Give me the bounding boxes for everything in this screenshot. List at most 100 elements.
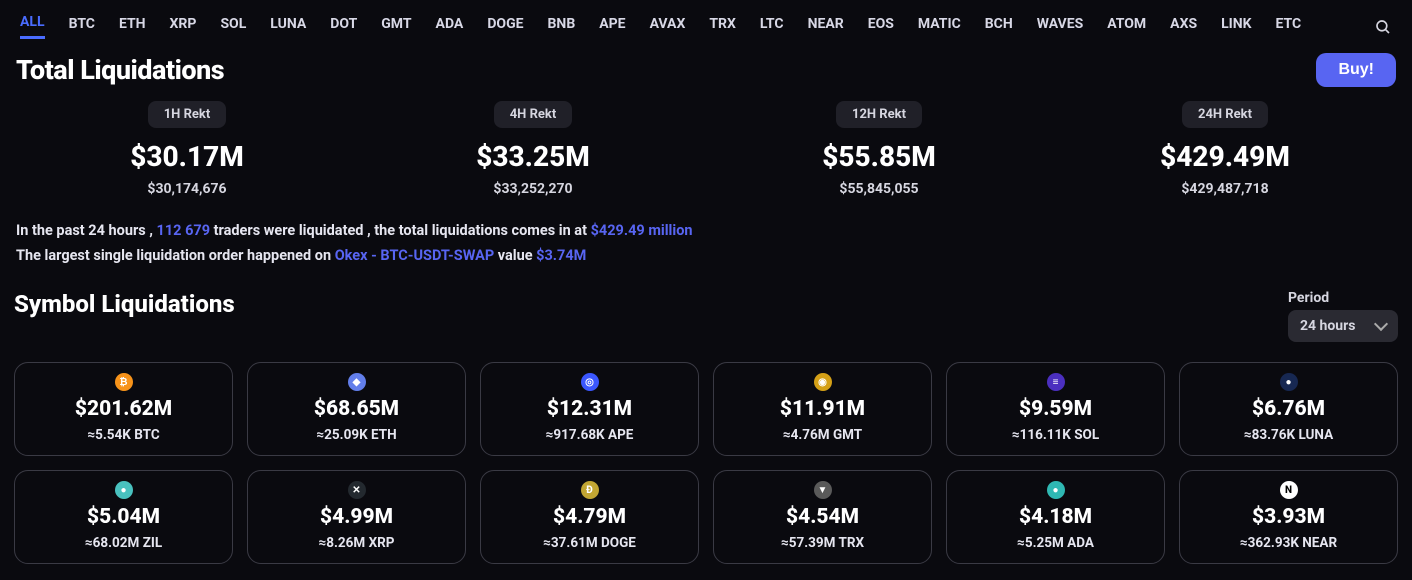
header-row: Total Liquidations Buy! [14, 49, 1398, 97]
luna-icon: ● [1280, 373, 1298, 391]
tab-matic[interactable]: MATIC [918, 16, 961, 38]
rekt-amount: $30.17M [130, 140, 244, 173]
summary-text-c: The largest single liquidation order hap… [16, 247, 335, 264]
summary-total-amount: $429.49 million [591, 222, 693, 239]
symbol-usd: $4.54M [786, 505, 859, 529]
period-value: 24 hours [1300, 318, 1355, 334]
symbol-approx: ≈362.93K NEAR [1240, 535, 1337, 551]
symbol-card-doge[interactable]: Ð $4.79M ≈37.61M DOGE [480, 470, 699, 564]
tab-eth[interactable]: ETH [119, 16, 146, 38]
tab-sol[interactable]: SOL [220, 16, 246, 38]
rekt-amount: $55.85M [822, 140, 936, 173]
symbol-card-near[interactable]: N $3.93M ≈362.93K NEAR [1179, 470, 1398, 564]
symbol-approx: ≈4.76M GMT [783, 427, 862, 443]
symbol-usd: $4.18M [1019, 505, 1092, 529]
symbol-approx: ≈25.09K ETH [316, 427, 396, 443]
symbol-card-zil[interactable]: ● $5.04M ≈68.02M ZIL [14, 470, 233, 564]
tab-axs[interactable]: AXS [1170, 16, 1197, 38]
tab-ada[interactable]: ADA [436, 16, 464, 38]
period-select[interactable]: 24 hours [1288, 310, 1398, 342]
symbol-card-eth[interactable]: ◆$68.65M≈25.09K ETH [247, 362, 466, 456]
symbol-usd: $201.62M [75, 397, 172, 421]
period-label: Period [1288, 290, 1329, 306]
summary-text-a: In the past 24 hours , [16, 222, 157, 239]
ape-icon: ◎ [581, 373, 599, 391]
symbol-card-gmt[interactable]: ◉$11.91M≈4.76M GMT [713, 362, 932, 456]
symbol-usd: $6.76M [1252, 397, 1325, 421]
symbol-cards: ₿ $201.62M ≈5.54K BTC ◆$68.65M≈25.09K ETH ◎ $… [14, 362, 1398, 564]
symbol-card-luna[interactable]: ● $6.76M ≈83.76K LUNA [1179, 362, 1398, 456]
sol-icon: ≡ [1047, 373, 1065, 391]
tab-xrp[interactable]: XRP [170, 16, 197, 38]
symbol-usd: $12.31M [547, 397, 632, 421]
symbol-card-ada[interactable]: ● $4.18M ≈5.25M ADA [946, 470, 1165, 564]
rekt-col-2: 12H Rekt $55.85M $55,845,055 [706, 101, 1052, 197]
summary-text: In the past 24 hours , 112 679 traders w… [14, 215, 1398, 276]
tab-etc[interactable]: ETC [1276, 16, 1302, 38]
near-icon: N [1280, 481, 1298, 499]
symbol-approx: ≈917.68K APE [546, 427, 634, 443]
rekt-amount: $429.49M [1160, 140, 1290, 173]
buy-button[interactable]: Buy! [1316, 53, 1396, 87]
tab-luna[interactable]: LUNA [270, 16, 306, 38]
tab-atom[interactable]: ATOM [1107, 16, 1146, 38]
rekt-col-1: 4H Rekt$33.25M$33,252,270 [360, 101, 706, 197]
symbol-approx: ≈83.76K LUNA [1244, 427, 1333, 443]
tab-waves[interactable]: WAVES [1037, 16, 1083, 38]
gmt-icon: ◉ [814, 373, 832, 391]
tab-bnb[interactable]: BNB [548, 16, 576, 38]
section-2-title: Symbol Liquidations [14, 290, 235, 318]
trx-icon: ▼ [814, 481, 832, 499]
rekt-amount-exact: $30,174,676 [147, 181, 226, 197]
tab-gmt[interactable]: GMT [381, 16, 411, 38]
tab-btc[interactable]: BTC [69, 16, 95, 38]
rekt-amount-exact: $429,487,718 [1181, 181, 1268, 197]
doge-icon: Ð [581, 481, 599, 499]
symbol-approx: ≈8.26M XRP [318, 535, 394, 551]
symbol-approx: ≈68.02M ZIL [85, 535, 162, 551]
summary-line-1: In the past 24 hours , 112 679 traders w… [16, 219, 1396, 244]
symbol-card-sol[interactable]: ≡ $9.59M ≈116.11K SOL [946, 362, 1165, 456]
tab-trx[interactable]: TRX [709, 16, 736, 38]
tab-bch[interactable]: BCH [985, 16, 1013, 38]
zil-icon: ● [115, 481, 133, 499]
symbol-card-btc[interactable]: ₿ $201.62M ≈5.54K BTC [14, 362, 233, 456]
summary-text-b: traders were liquidated , the total liqu… [210, 222, 591, 239]
symbol-tabs: ALL BTC ETH XRP SOL LUNA DOT GMT ADA DOGE BNB APE AV… [14, 0, 1398, 49]
rekt-grid: 1H Rekt $30.17M $30,174,676 4H Rekt$33.25M$… [14, 101, 1398, 197]
rekt-badge: 1H Rekt [148, 101, 227, 128]
rekt-badge: 24H Rekt [1182, 101, 1268, 128]
symbol-usd: $4.79M [553, 505, 626, 529]
rekt-badge: 12H Rekt [836, 101, 922, 128]
ada-icon: ● [1047, 481, 1065, 499]
summary-largest-value: $3.74M [536, 247, 586, 264]
tab-avax[interactable]: AVAX [650, 16, 686, 38]
btc-icon: ₿ [115, 373, 133, 391]
rekt-amount-exact: $55,845,055 [839, 181, 918, 197]
tab-link[interactable]: LINK [1221, 16, 1251, 38]
symbol-usd: $9.59M [1019, 397, 1092, 421]
summary-traders-count: 112 679 [157, 222, 211, 239]
section-2-header: Symbol Liquidations Period 24 hours [14, 290, 1398, 342]
symbol-approx: ≈116.11K SOL [1012, 427, 1099, 443]
symbol-usd: $4.99M [320, 505, 393, 529]
tab-ltc[interactable]: LTC [760, 16, 784, 38]
rekt-badge: 4H Rekt [494, 101, 573, 128]
symbol-card-xrp[interactable]: ✕$4.99M≈8.26M XRP [247, 470, 466, 564]
symbol-card-ape[interactable]: ◎ $12.31M ≈917.68K APE [480, 362, 699, 456]
symbol-usd: $5.04M [87, 505, 160, 529]
symbol-usd: $3.93M [1252, 505, 1325, 529]
summary-line-2: The largest single liquidation order hap… [16, 244, 1396, 269]
symbol-approx: ≈37.61M DOGE [543, 535, 636, 551]
symbol-card-trx[interactable]: ▼$4.54M≈57.39M TRX [713, 470, 932, 564]
tab-near[interactable]: NEAR [808, 16, 844, 38]
tab-eos[interactable]: EOS [868, 16, 894, 38]
tab-all[interactable]: ALL [20, 14, 45, 39]
rekt-amount-exact: $33,252,270 [493, 181, 572, 197]
symbol-approx: ≈5.25M ADA [1017, 535, 1094, 551]
search-icon[interactable] [1374, 18, 1392, 36]
tab-dot[interactable]: DOT [330, 16, 357, 38]
tab-ape[interactable]: APE [599, 16, 625, 38]
symbol-approx: ≈5.54K BTC [87, 427, 159, 443]
tab-doge[interactable]: DOGE [487, 16, 523, 38]
